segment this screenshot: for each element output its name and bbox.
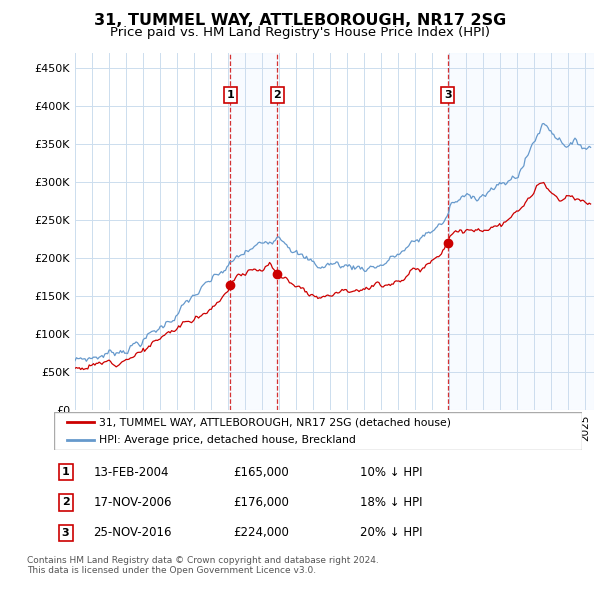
Text: 10% ↓ HPI: 10% ↓ HPI (360, 466, 423, 478)
Bar (230, 53, 277, 410)
Text: 17-NOV-2006: 17-NOV-2006 (94, 496, 172, 509)
Text: Price paid vs. HM Land Registry's House Price Index (HPI): Price paid vs. HM Land Registry's House … (110, 26, 490, 39)
Text: 31, TUMMEL WAY, ATTLEBOROUGH, NR17 2SG (detached house): 31, TUMMEL WAY, ATTLEBOROUGH, NR17 2SG (… (99, 417, 451, 427)
Text: £176,000: £176,000 (233, 496, 289, 509)
Text: £224,000: £224,000 (233, 526, 289, 539)
Text: HPI: Average price, detached house, Breckland: HPI: Average price, detached house, Brec… (99, 435, 356, 445)
Text: 31, TUMMEL WAY, ATTLEBOROUGH, NR17 2SG: 31, TUMMEL WAY, ATTLEBOROUGH, NR17 2SG (94, 13, 506, 28)
Text: 20% ↓ HPI: 20% ↓ HPI (360, 526, 423, 539)
Text: 2: 2 (62, 497, 70, 507)
Bar (448, 53, 594, 410)
Text: 13-FEB-2004: 13-FEB-2004 (94, 466, 169, 478)
Text: £165,000: £165,000 (233, 466, 289, 478)
Text: Contains HM Land Registry data © Crown copyright and database right 2024.
This d: Contains HM Land Registry data © Crown c… (27, 556, 379, 575)
Text: 1: 1 (62, 467, 70, 477)
Text: 3: 3 (444, 90, 451, 100)
Text: 1: 1 (226, 90, 234, 100)
Text: 2: 2 (273, 90, 281, 100)
FancyBboxPatch shape (54, 412, 582, 450)
Text: 18% ↓ HPI: 18% ↓ HPI (360, 496, 423, 509)
Text: 3: 3 (62, 528, 70, 538)
Text: 25-NOV-2016: 25-NOV-2016 (94, 526, 172, 539)
